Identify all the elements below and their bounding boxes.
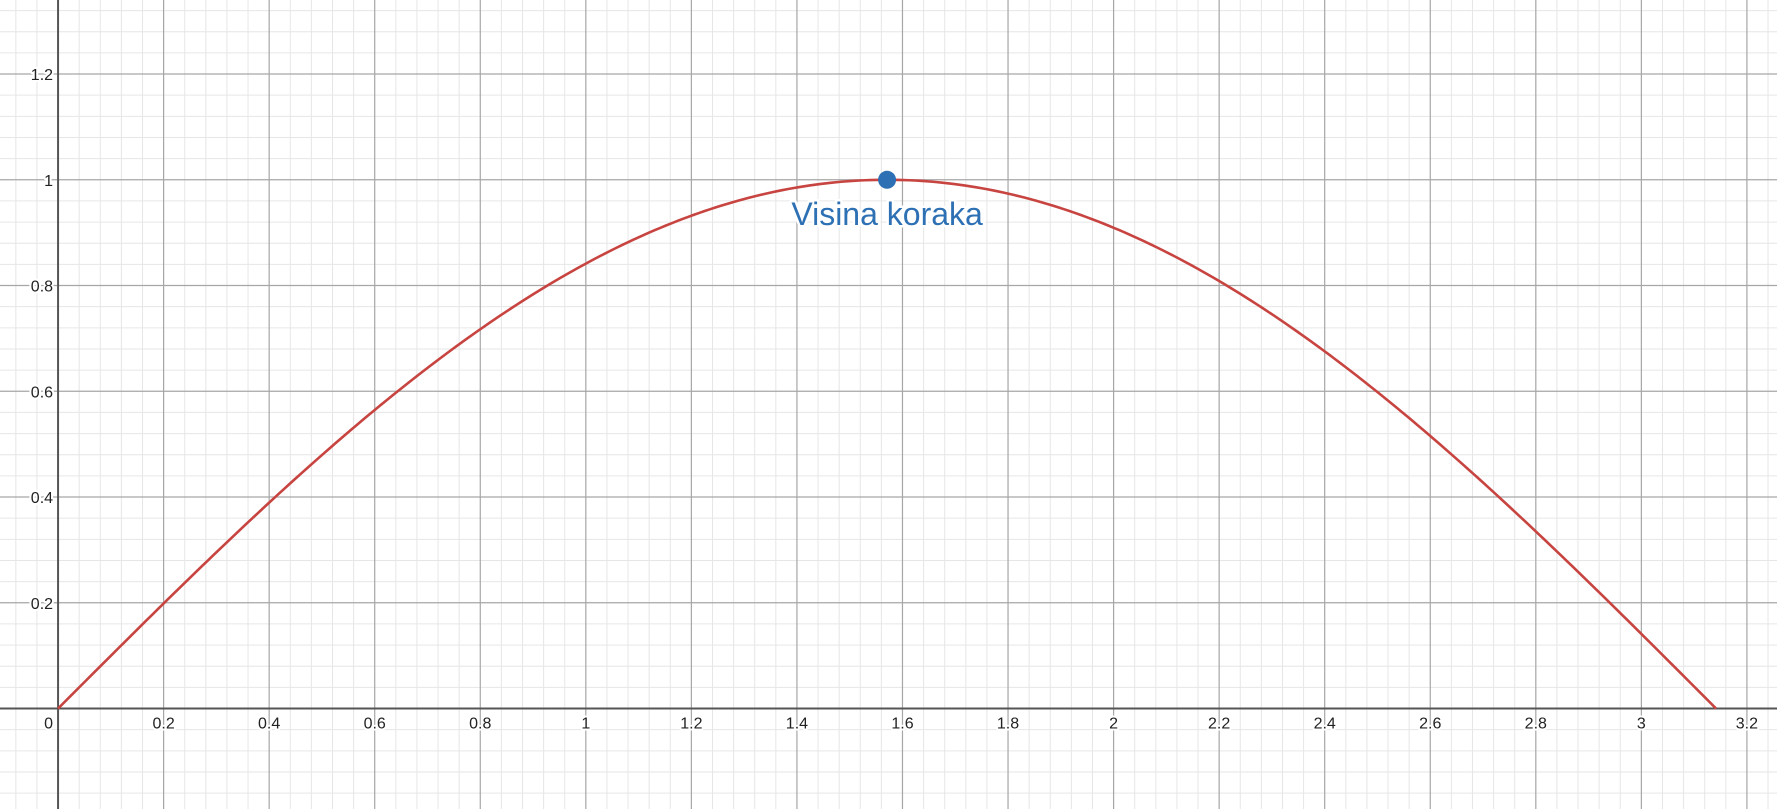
x-tick-label: 2 [1109,716,1118,733]
x-tick-label: 1.4 [786,716,808,733]
origin-label: 0 [44,716,53,733]
y-tick-label: 1.2 [31,67,53,84]
x-tick-label: 2.8 [1525,716,1547,733]
x-tick-label: 2.6 [1419,716,1441,733]
x-tick-label: 3 [1637,716,1646,733]
x-tick-label: 2.2 [1208,716,1230,733]
x-tick-label: 1.8 [997,716,1019,733]
y-tick-label: 0.8 [31,279,53,296]
peak-point-label: Visina koraka [791,196,983,232]
y-tick-label: 0.2 [31,596,53,613]
y-tick-label: 0.6 [31,384,53,401]
x-tick-label: 2.4 [1314,716,1336,733]
tick-labels: 0.2 0.4 0.6 0.8 1 1.2 1.4 1.6 1.8 2 2.2 2.4 2.6 2.8 3 3… [29,65,1760,735]
peak-point[interactable] [878,170,897,189]
y-tick-label: 0.4 [31,490,53,507]
x-tick-label: 0.6 [364,716,386,733]
x-tick-label: 0.8 [469,716,491,733]
x-tick-label: 1 [581,716,590,733]
x-tick-label: 3.2 [1736,716,1758,733]
sine-curve[interactable] [57,178,1718,710]
x-tick-label: 1.2 [680,716,702,733]
x-tick-label: 0.4 [258,716,280,733]
y-tick-label: 1 [44,173,53,190]
x-tick-label: 1.6 [891,716,913,733]
x-tick-label: 0.2 [152,716,174,733]
